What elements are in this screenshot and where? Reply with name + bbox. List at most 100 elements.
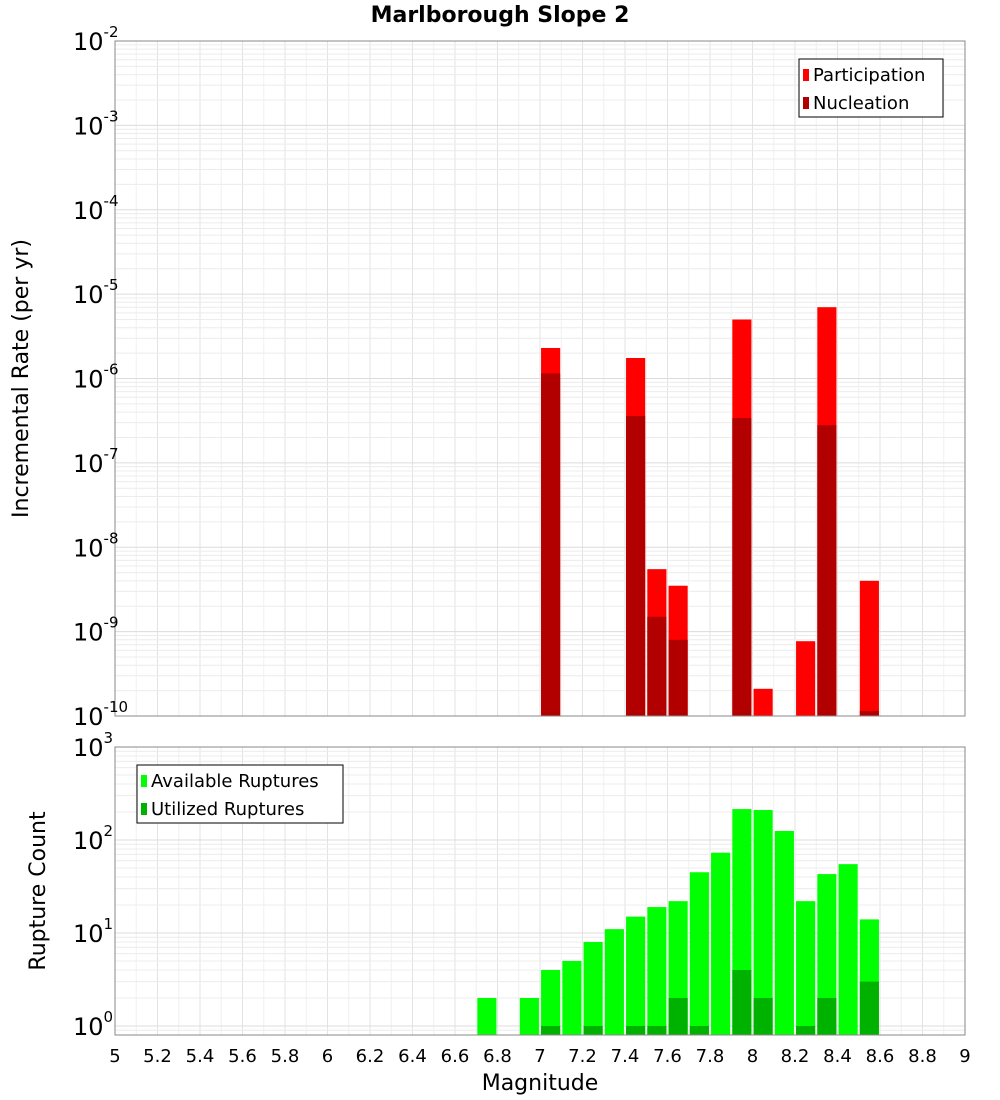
count-y-tick-base: 10	[73, 920, 104, 948]
rate-bar-b	[541, 373, 561, 716]
count-bar-b	[796, 1025, 816, 1035]
x-tick-label: 8.8	[908, 1046, 937, 1067]
count-y-tick-base: 10	[73, 1013, 104, 1041]
rate-bar-b	[817, 425, 837, 716]
rate-y-tick-exponent: -4	[104, 192, 119, 210]
count-bar-a	[838, 864, 858, 1035]
count-bar-a	[477, 997, 497, 1035]
x-tick-label: 6.4	[398, 1046, 427, 1067]
rate-bar-a	[796, 641, 816, 716]
count-y-tick-label: 100	[73, 1008, 113, 1041]
count-bar-a	[753, 810, 773, 1035]
count-bar-a	[774, 830, 794, 1035]
rate-bar-b	[732, 418, 752, 716]
count-bar-a	[647, 907, 667, 1035]
count-bar-b	[753, 997, 773, 1035]
rate-y-tick-label: 10-6	[73, 361, 119, 394]
count-bar-a	[711, 852, 731, 1035]
count-legend-box	[136, 764, 344, 824]
count-bar-a	[562, 960, 582, 1035]
count-bar-b	[689, 1025, 709, 1035]
count-bar-b	[647, 1025, 667, 1035]
count-y-tick-exponent: 1	[104, 915, 114, 933]
rate-y-tick-exponent: -8	[104, 529, 119, 547]
rate-y-tick-label: 10-7	[73, 445, 119, 478]
x-tick-labels: 5 5.2 5.4 5.6 5.8 6 6.2 6.4 6.6 6.8 7 7.2 7.4 7.6 7.8 8…	[109, 1046, 970, 1067]
count-y-tick-base: 10	[73, 734, 104, 762]
count-legend: Available Ruptures Utilized Ruptures	[136, 764, 344, 824]
rate-bar-b	[859, 710, 879, 716]
x-tick-label: 7	[534, 1046, 545, 1067]
rate-legend-label: Nucleation	[813, 93, 909, 114]
count-legend-label: Utilized Ruptures	[151, 799, 304, 820]
count-bar-a	[626, 916, 646, 1035]
count-bar-b	[541, 1025, 561, 1035]
count-y-tick-exponent: 3	[104, 729, 114, 747]
rate-y-tick-base: 10	[73, 28, 104, 56]
rate-bar-a	[753, 688, 773, 716]
count-legend-label: Available Ruptures	[151, 771, 319, 792]
count-bar-a	[604, 929, 624, 1035]
count-bar-a	[541, 969, 561, 1035]
count-plot-frame	[114, 746, 966, 1036]
rate-bar-a	[859, 580, 879, 716]
x-tick-label: 7.8	[696, 1046, 725, 1067]
rate-bar-b	[668, 639, 688, 716]
rate-gridlines	[114, 40, 966, 717]
rate-bar-b	[647, 616, 667, 716]
count-y-tick-label: 102	[73, 822, 113, 855]
rate-y-tick-base: 10	[73, 534, 104, 562]
x-tick-label: 6	[322, 1046, 333, 1067]
rate-y-tick-label: 10-2	[73, 23, 119, 56]
x-tick-label: 5.8	[271, 1046, 300, 1067]
count-bar-b	[859, 981, 879, 1035]
count-y-tick-label: 101	[73, 915, 113, 948]
x-tick-label: 8	[747, 1046, 758, 1067]
rate-y-tick-label: 10-3	[73, 107, 119, 140]
x-tick-label: 8.6	[866, 1046, 895, 1067]
x-tick-label: 7.4	[611, 1046, 640, 1067]
rate-legend-label: Participation	[813, 65, 925, 86]
count-bar-a	[519, 997, 539, 1035]
rate-plot-frame	[114, 40, 966, 717]
count-legend-swatch	[141, 775, 147, 787]
count-bars	[477, 809, 879, 1035]
rate-y-tick-label: 10-5	[73, 276, 119, 309]
rate-y-tick-exponent: -9	[104, 614, 119, 632]
x-tick-label: 6.2	[356, 1046, 385, 1067]
rate-y-tick-base: 10	[73, 281, 104, 309]
rate-y-tick-exponent: -5	[104, 276, 119, 294]
rate-legend-box	[798, 58, 944, 118]
count-bar-b	[668, 997, 688, 1035]
count-y-tick-exponent: 2	[104, 822, 114, 840]
rate-y-tick-exponent: -3	[104, 107, 119, 125]
count-y-axis-label: Rupture Count	[26, 811, 51, 971]
rate-y-tick-label: 10-4	[73, 192, 119, 225]
rate-y-tick-exponent: -2	[104, 23, 119, 41]
count-bar-a	[583, 942, 603, 1035]
count-bar-b	[583, 1025, 603, 1035]
count-y-tick-base: 10	[73, 827, 104, 855]
rate-legend: Participation Nucleation	[798, 58, 944, 118]
count-bar-b	[626, 1025, 646, 1035]
count-bar-a	[817, 874, 837, 1035]
rate-y-tick-exponent: -10	[104, 698, 129, 716]
count-y-tick-exponent: 0	[104, 1008, 114, 1026]
x-tick-label: 6.8	[483, 1046, 512, 1067]
count-bar-a	[796, 901, 816, 1035]
x-tick-label: 7.2	[568, 1046, 597, 1067]
count-y-tick-label: 103	[73, 729, 113, 762]
chart-title: Marlborough Slope 2	[371, 3, 630, 28]
rate-legend-swatch	[803, 97, 809, 109]
rate-y-tick-base: 10	[73, 703, 104, 731]
rate-y-tick-exponent: -7	[104, 445, 119, 463]
x-axis-label: Magnitude	[482, 1071, 599, 1096]
rate-bars	[541, 307, 879, 716]
x-tick-label: 8.4	[823, 1046, 852, 1067]
rate-legend-swatch	[803, 69, 809, 81]
rate-y-tick-base: 10	[73, 197, 104, 225]
